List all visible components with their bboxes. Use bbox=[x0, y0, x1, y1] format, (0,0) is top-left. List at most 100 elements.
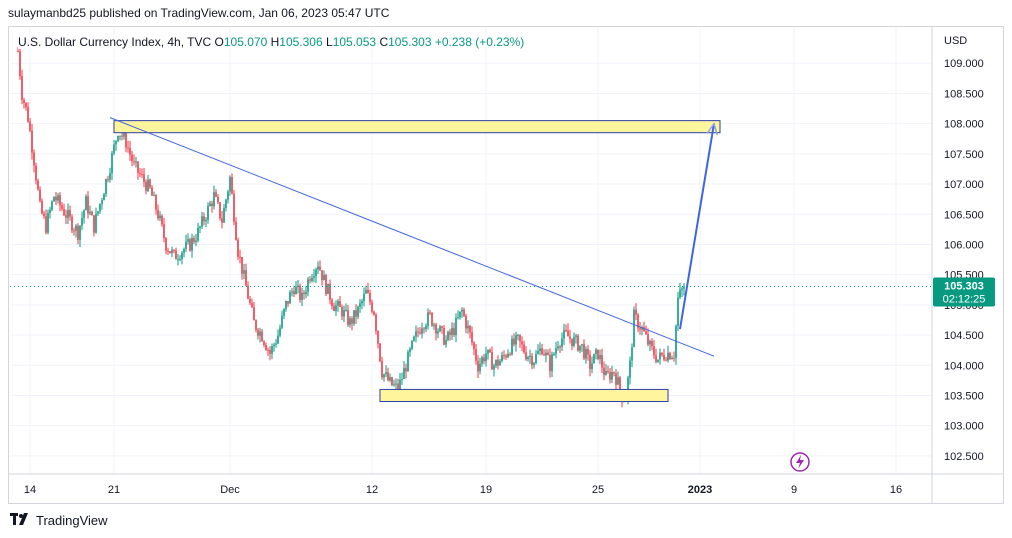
x-tick-label: 16 bbox=[890, 484, 902, 496]
candle-body bbox=[559, 346, 561, 348]
candle-body bbox=[35, 165, 37, 181]
candle-body bbox=[341, 306, 343, 317]
candle-body bbox=[285, 300, 287, 309]
candle-body bbox=[201, 216, 203, 227]
candle-body bbox=[437, 331, 439, 334]
candle-body bbox=[603, 367, 605, 375]
candle-body bbox=[387, 372, 389, 381]
candle-body bbox=[185, 241, 187, 250]
candle-body bbox=[591, 363, 593, 370]
candle-body bbox=[505, 355, 507, 358]
candle-body bbox=[615, 373, 617, 385]
candle-body bbox=[483, 357, 485, 362]
candle-body bbox=[167, 250, 169, 252]
candle-body bbox=[371, 302, 373, 312]
candle-body bbox=[659, 352, 661, 360]
candle-body bbox=[589, 354, 591, 370]
lightning-bolt-icon[interactable] bbox=[790, 452, 810, 472]
candle-body bbox=[425, 325, 427, 329]
y-tick-label: 103.000 bbox=[944, 421, 984, 433]
candle-body bbox=[147, 179, 149, 191]
candle-body bbox=[271, 346, 273, 354]
candle-body bbox=[99, 203, 101, 212]
candle-body bbox=[511, 338, 513, 355]
last-price-label: 105.303 bbox=[944, 281, 984, 293]
candle-body bbox=[351, 318, 353, 324]
candle-body bbox=[139, 172, 141, 175]
candle-body bbox=[413, 336, 415, 341]
candle-body bbox=[439, 326, 441, 332]
drawings[interactable] bbox=[109, 117, 721, 403]
candle-body bbox=[141, 174, 143, 176]
candle-body bbox=[251, 302, 253, 308]
candle-body bbox=[319, 266, 321, 271]
candle-body bbox=[525, 352, 527, 360]
candle-body bbox=[267, 349, 269, 351]
candle-body bbox=[305, 291, 307, 295]
candle-body bbox=[509, 353, 511, 355]
candle-body bbox=[125, 132, 127, 148]
candle-body bbox=[181, 252, 183, 260]
candle-body bbox=[469, 325, 471, 333]
tradingview-logo[interactable]: TradingView bbox=[10, 513, 108, 528]
y-tick-label: 109.000 bbox=[944, 58, 984, 70]
candle-body bbox=[553, 353, 555, 355]
candle-body bbox=[577, 335, 579, 351]
candle-body bbox=[31, 130, 33, 153]
candle-body bbox=[129, 147, 131, 155]
candle-body bbox=[491, 352, 493, 370]
candle-body bbox=[333, 306, 335, 312]
candle-body bbox=[513, 338, 515, 345]
candle-body bbox=[117, 135, 119, 141]
candle-body bbox=[25, 102, 27, 108]
candle-body bbox=[213, 192, 215, 207]
candle-body bbox=[515, 335, 517, 345]
candle-body bbox=[289, 292, 291, 304]
candle-body bbox=[135, 161, 137, 163]
candle-body bbox=[133, 161, 135, 163]
candle-body bbox=[393, 384, 395, 386]
brand-name: TradingView bbox=[36, 513, 108, 528]
candle-body bbox=[611, 372, 613, 380]
candle-body bbox=[279, 327, 281, 336]
candle-body bbox=[123, 132, 125, 137]
candle-body bbox=[237, 239, 239, 257]
candle-body bbox=[283, 308, 285, 316]
candle-body bbox=[337, 301, 339, 306]
currency-label: USD bbox=[944, 35, 967, 47]
candle-body bbox=[357, 306, 359, 317]
low-value: 105.053 bbox=[332, 35, 377, 49]
symbol-name: U.S. Dollar Currency Index, 4h, TVC bbox=[18, 35, 212, 49]
candle-body bbox=[557, 346, 559, 349]
candle-body bbox=[381, 361, 383, 378]
candle-body bbox=[465, 315, 467, 329]
candle-body bbox=[583, 344, 585, 359]
high-label: H bbox=[270, 35, 280, 49]
countdown-label: 02:12:25 bbox=[943, 294, 986, 306]
candle-body bbox=[249, 298, 251, 303]
grid bbox=[10, 27, 932, 474]
candle-body bbox=[455, 317, 457, 336]
candle-body bbox=[463, 309, 465, 316]
candle-body bbox=[69, 210, 71, 217]
candle-body bbox=[79, 225, 81, 240]
candle-body bbox=[257, 329, 259, 336]
candle-body bbox=[229, 176, 231, 192]
candle-body bbox=[523, 344, 525, 353]
candle-body bbox=[379, 343, 381, 362]
candle-body bbox=[657, 359, 659, 362]
candle-body bbox=[535, 353, 537, 364]
candle-body bbox=[205, 219, 207, 222]
candle-body bbox=[549, 355, 551, 372]
candle-body bbox=[361, 300, 363, 304]
candle-body bbox=[311, 277, 313, 281]
candle-body bbox=[389, 377, 391, 381]
candle-body bbox=[405, 368, 407, 372]
candle-body bbox=[199, 226, 201, 228]
candle-body bbox=[51, 201, 53, 210]
candle-body bbox=[259, 331, 261, 336]
candle-body bbox=[109, 173, 111, 180]
chart-pane[interactable] bbox=[8, 26, 1004, 504]
candle-body bbox=[369, 292, 371, 303]
